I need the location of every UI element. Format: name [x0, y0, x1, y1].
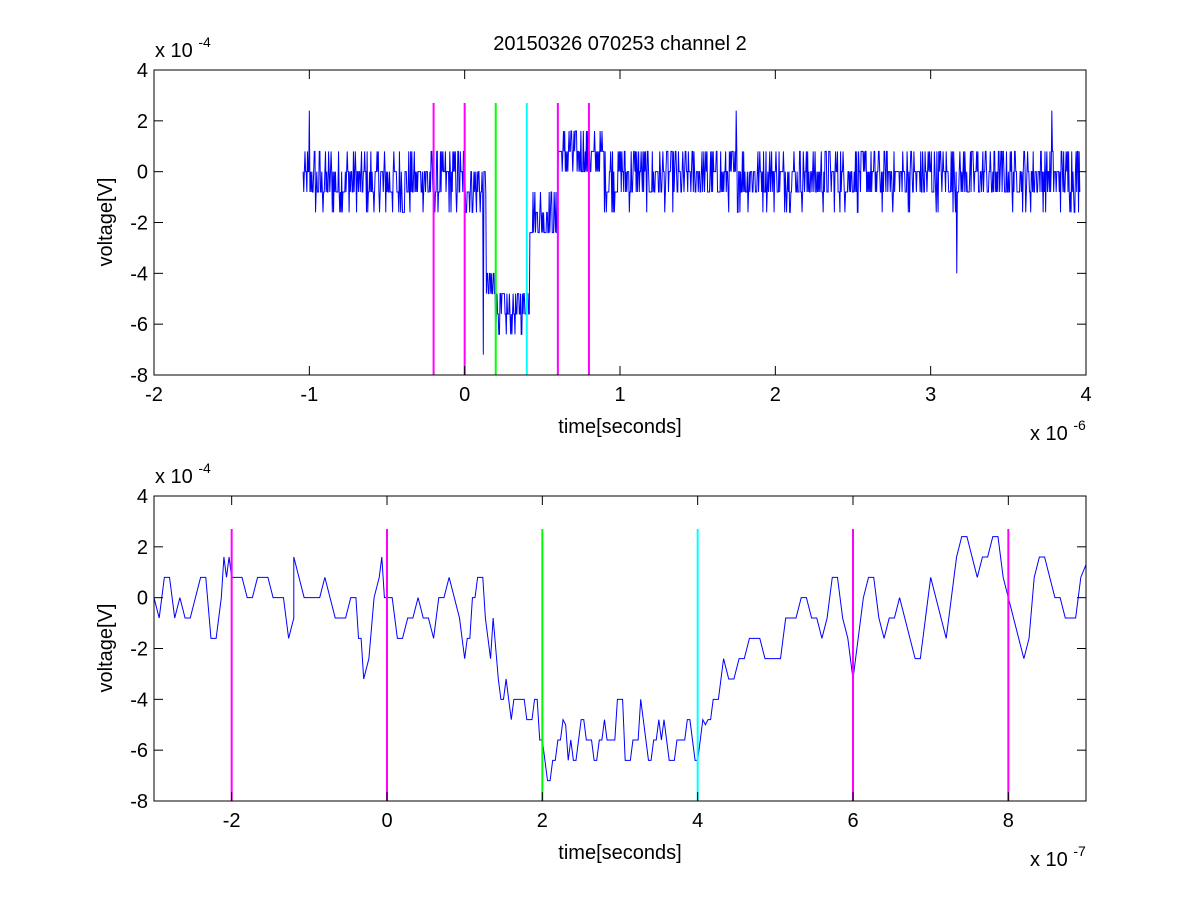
y-tick-label: -2: [130, 639, 148, 661]
y-tick-label: 0: [137, 162, 148, 184]
bottom-y-axis-label: voltage[V]: [95, 604, 117, 693]
y-tick-label: -8: [130, 791, 148, 813]
signal-trace: [153, 536, 1087, 782]
bottom-x-multiplier-base: x 10: [1030, 849, 1068, 871]
top-y-multiplier: x 10 -4: [155, 34, 211, 62]
signal-trace: [302, 110, 1081, 355]
y-tick-label: -6: [130, 740, 148, 762]
x-tick-label: -2: [223, 810, 241, 832]
bottom-x-multiplier-exponent: -7: [1073, 843, 1086, 859]
x-tick-label: -2: [145, 384, 163, 406]
x-tick-label: 0: [459, 384, 470, 406]
x-tick-label: 2: [537, 810, 548, 832]
x-tick-label: 4: [1080, 384, 1091, 406]
y-tick-label: 4: [137, 486, 148, 508]
top-y-multiplier-exponent: -4: [198, 34, 211, 50]
bottom-x-axis-label: time[seconds]: [558, 842, 681, 864]
x-tick-label: 6: [847, 810, 858, 832]
y-tick-label: -4: [130, 689, 148, 711]
bottom-y-multiplier-exponent: -4: [198, 460, 211, 476]
top-x-multiplier: x 10 -6: [1030, 417, 1086, 445]
bottom-subplot: x 10 -4 x 10 -7 time[seconds] voltage[V]…: [95, 460, 1087, 871]
x-tick-label: 8: [1003, 810, 1014, 832]
x-tick-label: 4: [692, 810, 703, 832]
y-tick-label: 2: [137, 537, 148, 559]
y-tick-label: -2: [130, 213, 148, 235]
x-tick-label: 2: [770, 384, 781, 406]
y-tick-label: -6: [130, 314, 148, 336]
y-tick-label: 2: [137, 111, 148, 133]
x-tick-label: -1: [300, 384, 318, 406]
y-tick-label: -4: [130, 263, 148, 285]
top-x-multiplier-exponent: -6: [1073, 417, 1086, 433]
top-subplot: x 10 -4 x 10 -6 time[seconds] voltage[V]…: [95, 34, 1092, 445]
top-x-multiplier-base: x 10: [1030, 423, 1068, 445]
y-tick-label: 4: [137, 60, 148, 82]
bottom-y-multiplier-base: x 10: [155, 466, 193, 488]
bottom-x-multiplier: x 10 -7: [1030, 843, 1086, 871]
y-tick-label: 0: [137, 588, 148, 610]
top-y-axis-label: voltage[V]: [95, 178, 117, 267]
top-y-multiplier-base: x 10: [155, 40, 193, 62]
figure-title: 20150326 070253 channel 2: [493, 33, 747, 55]
bottom-y-multiplier: x 10 -4: [155, 460, 211, 488]
x-tick-label: 0: [381, 810, 392, 832]
y-tick-label: -8: [130, 365, 148, 387]
x-tick-label: 1: [614, 384, 625, 406]
top-x-axis-label: time[seconds]: [558, 416, 681, 438]
x-tick-label: 3: [925, 384, 936, 406]
